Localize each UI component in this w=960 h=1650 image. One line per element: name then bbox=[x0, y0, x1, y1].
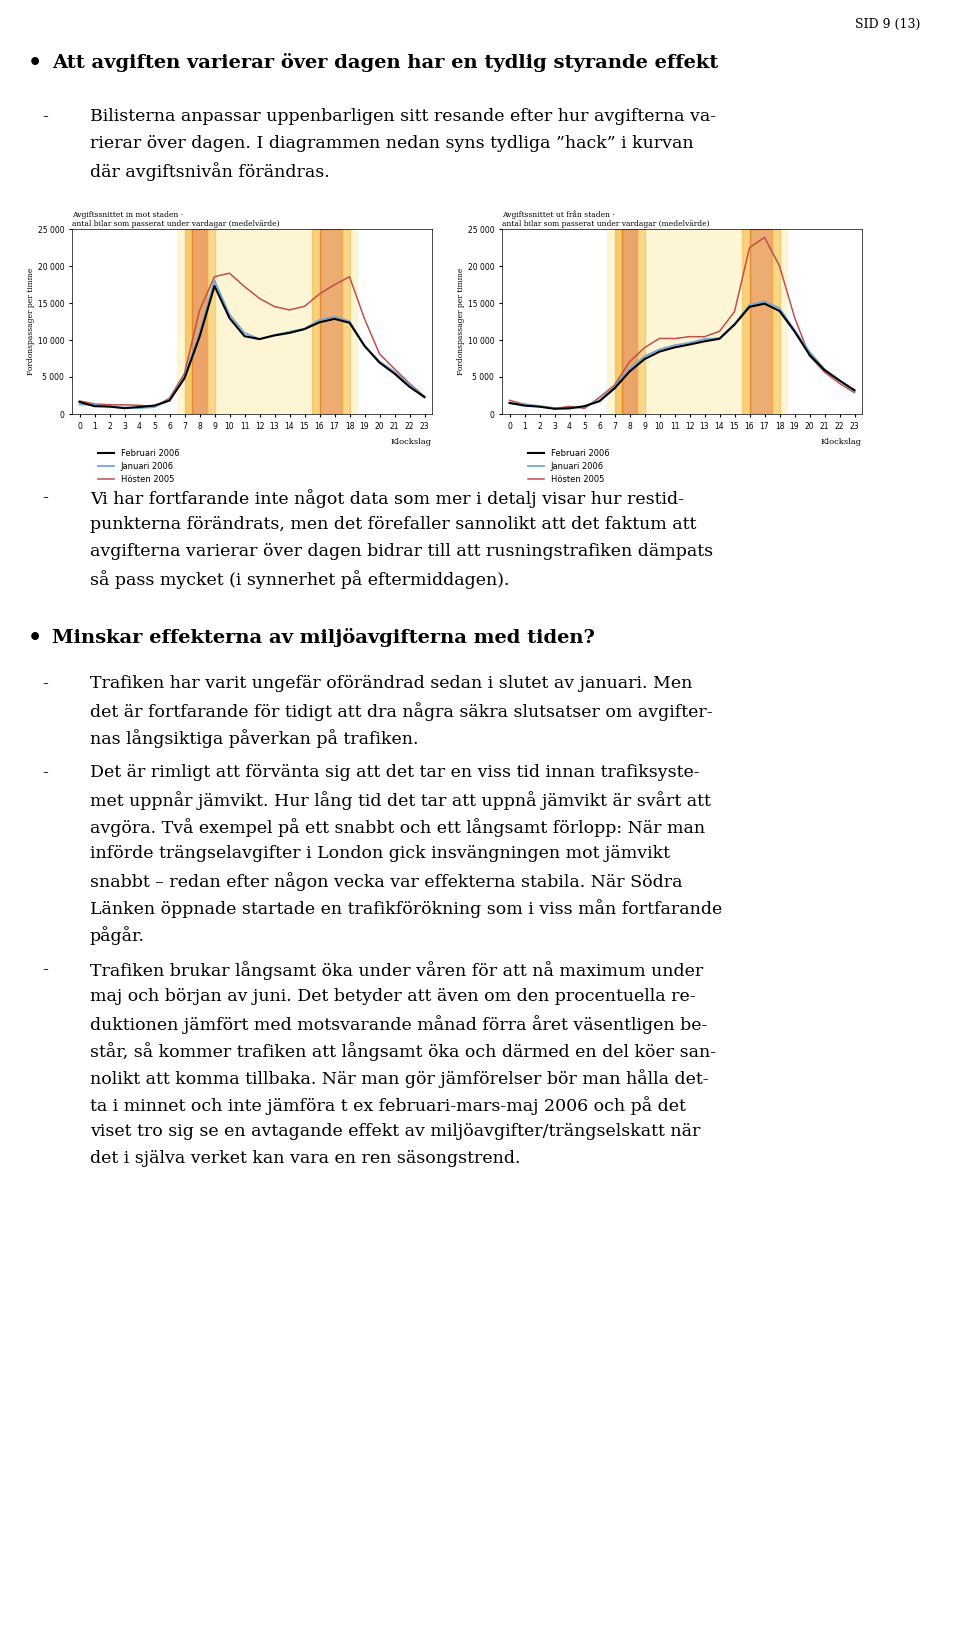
Text: snabbt – redan efter någon vecka var effekterna stabila. När Södra: snabbt – redan efter någon vecka var eff… bbox=[90, 871, 683, 891]
Bar bbox=[622, 229, 637, 414]
Text: pågår.: pågår. bbox=[90, 926, 145, 945]
Bar bbox=[312, 229, 320, 414]
Bar bbox=[742, 229, 750, 414]
Bar bbox=[184, 229, 192, 414]
Text: Minskar effekterna av miljöavgifterna med tiden?: Minskar effekterna av miljöavgifterna me… bbox=[52, 629, 595, 647]
Text: införde trängselavgifter i London gick insvängningen mot jämvikt: införde trängselavgifter i London gick i… bbox=[90, 845, 670, 861]
Bar bbox=[342, 229, 349, 414]
Bar bbox=[637, 229, 644, 414]
Text: rierar över dagen. I diagrammen nedan syns tydliga ”hack” i kurvan: rierar över dagen. I diagrammen nedan sy… bbox=[90, 135, 694, 152]
Text: met uppnår jämvikt. Hur lång tid det tar att uppnå jämvikt är svårt att: met uppnår jämvikt. Hur lång tid det tar… bbox=[90, 790, 710, 810]
Text: punkterna förändrats, men det förefaller sannolikt att det faktum att: punkterna förändrats, men det förefaller… bbox=[90, 516, 696, 533]
Text: -: - bbox=[42, 960, 48, 978]
Text: Klockslag: Klockslag bbox=[391, 437, 432, 446]
Text: nas långsiktiga påverkan på trafiken.: nas långsiktiga påverkan på trafiken. bbox=[90, 729, 419, 747]
Y-axis label: Fordonspassager per timme: Fordonspassager per timme bbox=[27, 267, 35, 375]
Text: Klockslag: Klockslag bbox=[821, 437, 862, 446]
Text: Trafiken brukar långsamt öka under våren för att nå maximum under: Trafiken brukar långsamt öka under våren… bbox=[90, 960, 704, 980]
Y-axis label: Fordonspassager per timme: Fordonspassager per timme bbox=[457, 267, 465, 375]
Text: maj och början av juni. Det betyder att även om den procentuella re-: maj och början av juni. Det betyder att … bbox=[90, 988, 696, 1005]
Bar bbox=[177, 229, 357, 414]
Text: Det är rimligt att förvänta sig att det tar en viss tid innan trafiksyste-: Det är rimligt att förvänta sig att det … bbox=[90, 764, 700, 780]
Text: viset tro sig se en avtagande effekt av miljöavgifter/trängselskatt när: viset tro sig se en avtagande effekt av … bbox=[90, 1124, 701, 1140]
Bar bbox=[614, 229, 622, 414]
Legend: Februari 2006, Januari 2006, Hösten 2005: Februari 2006, Januari 2006, Hösten 2005 bbox=[524, 446, 612, 487]
Text: •: • bbox=[28, 53, 42, 74]
Text: •: • bbox=[28, 627, 42, 648]
Text: nolikt att komma tillbaka. När man gör jämförelser bör man hålla det-: nolikt att komma tillbaka. När man gör j… bbox=[90, 1069, 708, 1087]
Text: -: - bbox=[42, 488, 48, 507]
Text: avgifterna varierar över dagen bidrar till att rusningstrafiken dämpats: avgifterna varierar över dagen bidrar ti… bbox=[90, 543, 713, 559]
Text: Att avgiften varierar över dagen har en tydlig styrande effekt: Att avgiften varierar över dagen har en … bbox=[52, 53, 718, 73]
Text: -: - bbox=[42, 764, 48, 780]
Text: där avgiftsnivån förändras.: där avgiftsnivån förändras. bbox=[90, 162, 329, 182]
Text: Avgiftssnittet ut från staden ·
antal bilar som passerat under vardagar (medelvä: Avgiftssnittet ut från staden · antal bi… bbox=[502, 210, 709, 228]
Text: Bilisterna anpassar uppenbarligen sitt resande efter hur avgifterna va-: Bilisterna anpassar uppenbarligen sitt r… bbox=[90, 107, 716, 125]
Bar bbox=[320, 229, 342, 414]
Text: det i själva verket kan vara en ren säsongstrend.: det i själva verket kan vara en ren säso… bbox=[90, 1150, 520, 1167]
Bar bbox=[750, 229, 772, 414]
Bar bbox=[207, 229, 214, 414]
Text: står, så kommer trafiken att långsamt öka och därmed en del köer san-: står, så kommer trafiken att långsamt ök… bbox=[90, 1043, 716, 1061]
Text: Länken öppnade startade en trafikförökning som i viss mån fortfarande: Länken öppnade startade en trafikförökni… bbox=[90, 899, 722, 917]
Text: -: - bbox=[42, 107, 48, 125]
Text: Vi har fortfarande inte något data som mer i detalj visar hur restid-: Vi har fortfarande inte något data som m… bbox=[90, 488, 684, 508]
Bar bbox=[772, 229, 780, 414]
Text: det är fortfarande för tidigt att dra några säkra slutsatser om avgifter-: det är fortfarande för tidigt att dra nå… bbox=[90, 701, 712, 721]
Text: SID 9 (13): SID 9 (13) bbox=[854, 18, 920, 31]
Text: Trafiken har varit ungefär oförändrad sedan i slutet av januari. Men: Trafiken har varit ungefär oförändrad se… bbox=[90, 675, 692, 691]
Bar bbox=[607, 229, 787, 414]
Text: Avgiftssnittet in mot staden ·
antal bilar som passerat under vardagar (medelvär: Avgiftssnittet in mot staden · antal bil… bbox=[72, 211, 279, 228]
Text: avgöra. Två exempel på ett snabbt och ett långsamt förlopp: När man: avgöra. Två exempel på ett snabbt och et… bbox=[90, 818, 706, 837]
Text: så pass mycket (i synnerhet på eftermiddagen).: så pass mycket (i synnerhet på eftermidd… bbox=[90, 569, 510, 589]
Legend: Februari 2006, Januari 2006, Hösten 2005: Februari 2006, Januari 2006, Hösten 2005 bbox=[94, 446, 182, 487]
Bar bbox=[192, 229, 207, 414]
Text: ta i minnet och inte jämföra t ex februari-mars-maj 2006 och på det: ta i minnet och inte jämföra t ex februa… bbox=[90, 1096, 685, 1115]
Text: -: - bbox=[42, 675, 48, 691]
Text: duktionen jämfört med motsvarande månad förra året väsentligen be-: duktionen jämfört med motsvarande månad … bbox=[90, 1015, 708, 1035]
